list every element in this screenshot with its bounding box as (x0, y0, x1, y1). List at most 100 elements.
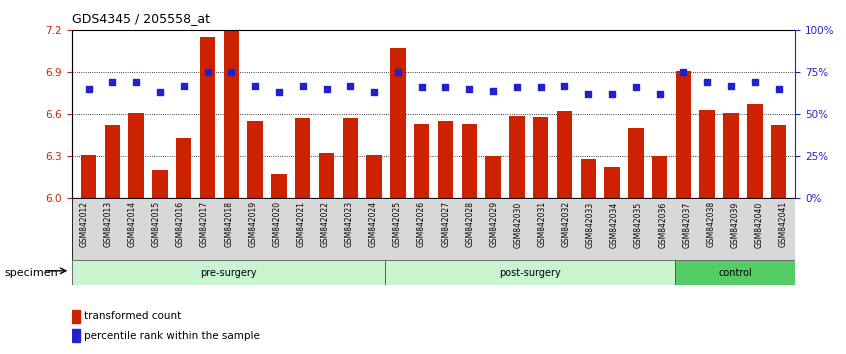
Point (106, 79, 119, 85)
Point (748, 79, 761, 85)
Text: GSM842014: GSM842014 (128, 201, 137, 247)
Text: GSM842034: GSM842034 (610, 201, 619, 247)
Point (629, 85, 643, 90)
Point (367, 90, 381, 95)
Point (677, 69, 690, 75)
Point (249, 83, 262, 88)
Text: pre-surgery: pre-surgery (201, 268, 257, 278)
Bar (385, 260, 674, 285)
Text: GSM842019: GSM842019 (248, 201, 257, 247)
Bar (604, 167, 620, 198)
Text: GSM842021: GSM842021 (296, 201, 305, 247)
Bar (676, 71, 691, 198)
Bar (652, 156, 667, 198)
Point (296, 83, 310, 88)
Point (177, 83, 190, 88)
Text: GSM842037: GSM842037 (682, 201, 691, 247)
Text: control: control (718, 268, 752, 278)
Text: GSM842012: GSM842012 (80, 201, 89, 247)
Point (224, 69, 238, 75)
Bar (72, 329, 80, 342)
Bar (72, 260, 385, 285)
Text: GSM842032: GSM842032 (562, 201, 571, 247)
Point (700, 79, 714, 85)
Point (605, 91, 618, 97)
Point (391, 69, 404, 75)
Text: GSM842023: GSM842023 (344, 201, 354, 247)
Text: GSM842015: GSM842015 (151, 201, 161, 247)
Point (343, 83, 357, 88)
Text: specimen: specimen (4, 268, 58, 278)
Bar (747, 104, 762, 198)
Bar (366, 155, 382, 198)
Bar (509, 115, 525, 198)
Point (653, 91, 667, 97)
Bar (105, 125, 120, 198)
Text: GSM842028: GSM842028 (465, 201, 475, 247)
Bar (390, 48, 405, 198)
Bar (723, 113, 739, 198)
Bar (486, 156, 501, 198)
Text: GSM842035: GSM842035 (634, 201, 643, 247)
Text: GSM842022: GSM842022 (321, 201, 330, 247)
Bar (437, 121, 453, 198)
Text: GSM842017: GSM842017 (200, 201, 209, 247)
Point (320, 86, 333, 92)
Text: GSM842038: GSM842038 (706, 201, 716, 247)
Bar (343, 118, 358, 198)
Point (581, 91, 595, 97)
Point (724, 83, 738, 88)
Text: percentile rank within the sample: percentile rank within the sample (84, 331, 260, 341)
Text: GSM842016: GSM842016 (176, 201, 185, 247)
Bar (580, 159, 596, 198)
Text: GSM842026: GSM842026 (417, 201, 426, 247)
Text: GSM842036: GSM842036 (658, 201, 667, 247)
Text: GSM842041: GSM842041 (778, 201, 788, 247)
Bar (176, 138, 191, 198)
Bar (674, 260, 795, 285)
Point (486, 88, 500, 93)
Point (439, 85, 453, 90)
Bar (295, 118, 310, 198)
Point (415, 85, 428, 90)
Bar (771, 125, 786, 198)
Text: GDS4345 / 205558_at: GDS4345 / 205558_at (72, 12, 210, 25)
Bar (414, 124, 430, 198)
Text: GSM842040: GSM842040 (755, 201, 764, 247)
Text: GSM842039: GSM842039 (730, 201, 739, 247)
Point (463, 86, 476, 92)
Text: GSM842029: GSM842029 (489, 201, 498, 247)
Bar (152, 170, 168, 198)
Bar (72, 310, 80, 323)
Point (153, 90, 167, 95)
Bar (129, 113, 144, 198)
Bar (533, 117, 548, 198)
Text: GSM842027: GSM842027 (441, 201, 450, 247)
Text: GSM842031: GSM842031 (537, 201, 547, 247)
Text: post-surgery: post-surgery (499, 268, 561, 278)
Point (772, 86, 785, 92)
Bar (272, 175, 287, 198)
Text: GSM842030: GSM842030 (514, 201, 523, 247)
Bar (81, 155, 96, 198)
Point (534, 85, 547, 90)
Text: transformed count: transformed count (84, 312, 181, 321)
Point (510, 85, 524, 90)
Point (558, 83, 571, 88)
Text: GSM842033: GSM842033 (585, 201, 595, 247)
Text: GSM842018: GSM842018 (224, 201, 233, 247)
Point (129, 79, 143, 85)
Text: GSM842020: GSM842020 (272, 201, 282, 247)
Bar (628, 128, 644, 198)
Text: GSM842024: GSM842024 (369, 201, 378, 247)
Point (201, 69, 214, 75)
Bar (223, 30, 239, 198)
Bar (319, 153, 334, 198)
Bar (462, 124, 477, 198)
Point (82, 86, 96, 92)
Bar (557, 112, 572, 198)
Text: GSM842013: GSM842013 (103, 201, 113, 247)
Point (272, 90, 286, 95)
Bar (700, 110, 715, 198)
Text: GSM842025: GSM842025 (393, 201, 402, 247)
